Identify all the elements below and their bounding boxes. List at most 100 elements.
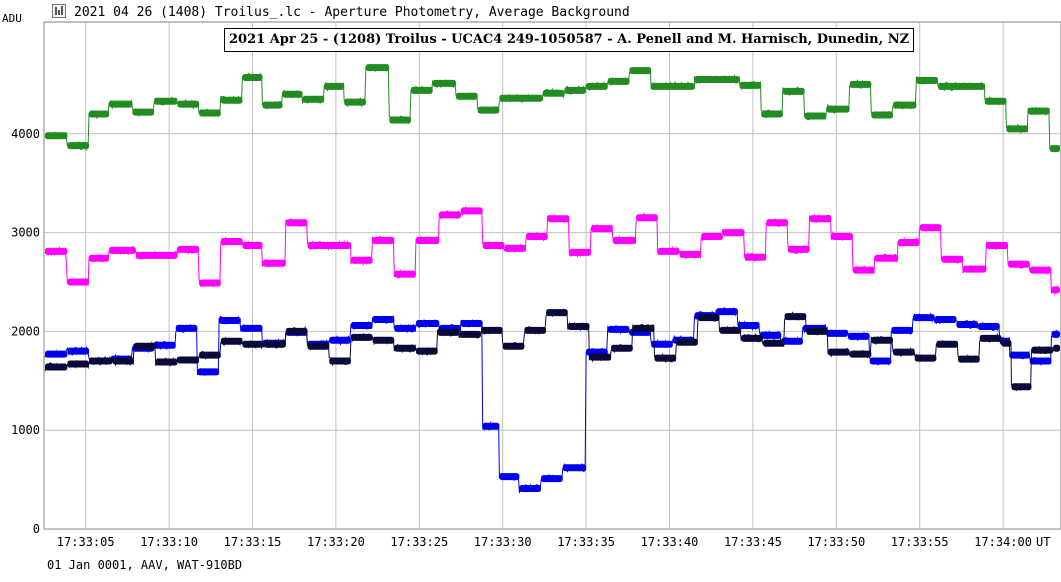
data-segment xyxy=(562,464,587,472)
data-segment xyxy=(893,348,915,356)
data-segment xyxy=(461,207,483,215)
data-segment xyxy=(847,332,870,340)
data-segment xyxy=(1001,339,1012,347)
data-segment xyxy=(956,320,979,328)
data-segment xyxy=(45,363,68,371)
x-tick-label: 17:34:00 xyxy=(974,535,1032,549)
data-segment xyxy=(482,241,505,249)
data-segment xyxy=(936,340,959,348)
data-segment xyxy=(676,338,698,346)
data-segment xyxy=(415,237,440,245)
data-segment xyxy=(459,330,482,338)
data-segment xyxy=(941,255,964,263)
data-segment xyxy=(657,247,680,255)
data-segment xyxy=(220,96,243,104)
data-segment xyxy=(934,316,957,324)
data-segment xyxy=(415,319,440,327)
data-segment xyxy=(984,97,1007,105)
x-tick-label: 17:33:55 xyxy=(891,535,949,549)
data-segment xyxy=(629,67,652,75)
x-axis-unit-label: UT xyxy=(1036,535,1050,549)
data-segment xyxy=(893,101,917,109)
data-segment xyxy=(262,259,286,267)
data-segment xyxy=(651,340,673,348)
data-segment xyxy=(1031,346,1054,354)
data-segment xyxy=(636,214,658,222)
data-segment xyxy=(919,224,942,232)
data-segment xyxy=(394,270,416,278)
data-segment xyxy=(547,215,570,223)
data-segment xyxy=(1008,260,1030,268)
y-axis-label: ADU xyxy=(2,12,22,25)
data-segment xyxy=(739,81,762,89)
data-segment xyxy=(701,233,723,241)
data-segment xyxy=(586,82,608,90)
x-tick-label: 17:33:45 xyxy=(724,535,782,549)
data-segment xyxy=(499,94,543,102)
data-segment xyxy=(394,324,416,332)
x-tick-label: 17:33:40 xyxy=(641,535,699,549)
data-segment xyxy=(826,105,850,113)
data-segment xyxy=(242,340,265,348)
data-segment xyxy=(849,80,872,88)
lightcurve-app-icon[interactable] xyxy=(52,4,66,18)
x-tick-label: 17:33:35 xyxy=(557,535,615,549)
x-tick-labels: 17:33:05 17:33:10 17:33:15 17:33:20 17:33:25… xyxy=(57,535,1032,549)
data-segment xyxy=(737,321,760,329)
data-segment xyxy=(45,247,68,255)
data-segment xyxy=(898,238,920,246)
data-segment xyxy=(916,76,939,84)
data-segment xyxy=(567,322,590,330)
data-segment xyxy=(372,336,395,344)
data-segment xyxy=(220,237,243,245)
data-segment xyxy=(651,82,695,90)
data-segment xyxy=(1029,266,1052,274)
data-segment xyxy=(282,90,303,98)
data-segment xyxy=(1011,383,1032,391)
data-segment xyxy=(262,101,283,109)
data-segment xyxy=(589,353,612,361)
data-segment xyxy=(481,326,503,334)
data-segment xyxy=(958,355,980,363)
data-segment xyxy=(607,325,630,333)
data-segment xyxy=(697,314,720,322)
data-segment xyxy=(809,215,832,223)
data-segment xyxy=(437,328,460,336)
data-segment xyxy=(1029,357,1052,365)
data-segment xyxy=(979,334,1002,342)
data-segment xyxy=(852,266,875,274)
data-segment xyxy=(240,324,263,332)
data-segment xyxy=(154,97,178,105)
x-tick-label: 17:33:50 xyxy=(807,535,865,549)
data-segment xyxy=(199,279,221,287)
data-segment xyxy=(784,313,807,321)
data-segment xyxy=(461,319,483,327)
data-segment xyxy=(519,484,542,492)
x-tick-label: 17:33:05 xyxy=(57,535,115,549)
data-segment xyxy=(744,253,767,261)
data-segment xyxy=(761,110,783,118)
data-segment xyxy=(504,244,527,252)
data-segment xyxy=(199,109,221,117)
data-segment xyxy=(871,336,894,344)
data-segment xyxy=(564,86,587,94)
data-segment xyxy=(1051,286,1060,294)
data-segment xyxy=(524,326,547,334)
data-segment xyxy=(197,368,220,376)
data-segment xyxy=(804,112,827,120)
plot-area xyxy=(43,21,1061,530)
observation-footer: 01 Jan 0001, AAV, WAT-910BD xyxy=(47,558,243,572)
data-segment xyxy=(394,344,416,352)
window-title: 2021 04 26 (1408) Troilus_.lc - Aperture… xyxy=(74,5,630,20)
data-segment xyxy=(526,233,548,241)
data-segment xyxy=(67,142,90,150)
data-segment xyxy=(109,246,136,254)
data-segment xyxy=(499,473,520,481)
x-tick-label: 17:33:30 xyxy=(474,535,532,549)
data-segment xyxy=(45,350,68,358)
data-segment xyxy=(154,341,176,349)
data-segment xyxy=(177,100,200,108)
data-segment xyxy=(415,347,438,355)
data-segment xyxy=(766,219,788,227)
window-title-bar: 2021 04 26 (1408) Troilus_.lc - Aperture… xyxy=(0,0,1061,24)
